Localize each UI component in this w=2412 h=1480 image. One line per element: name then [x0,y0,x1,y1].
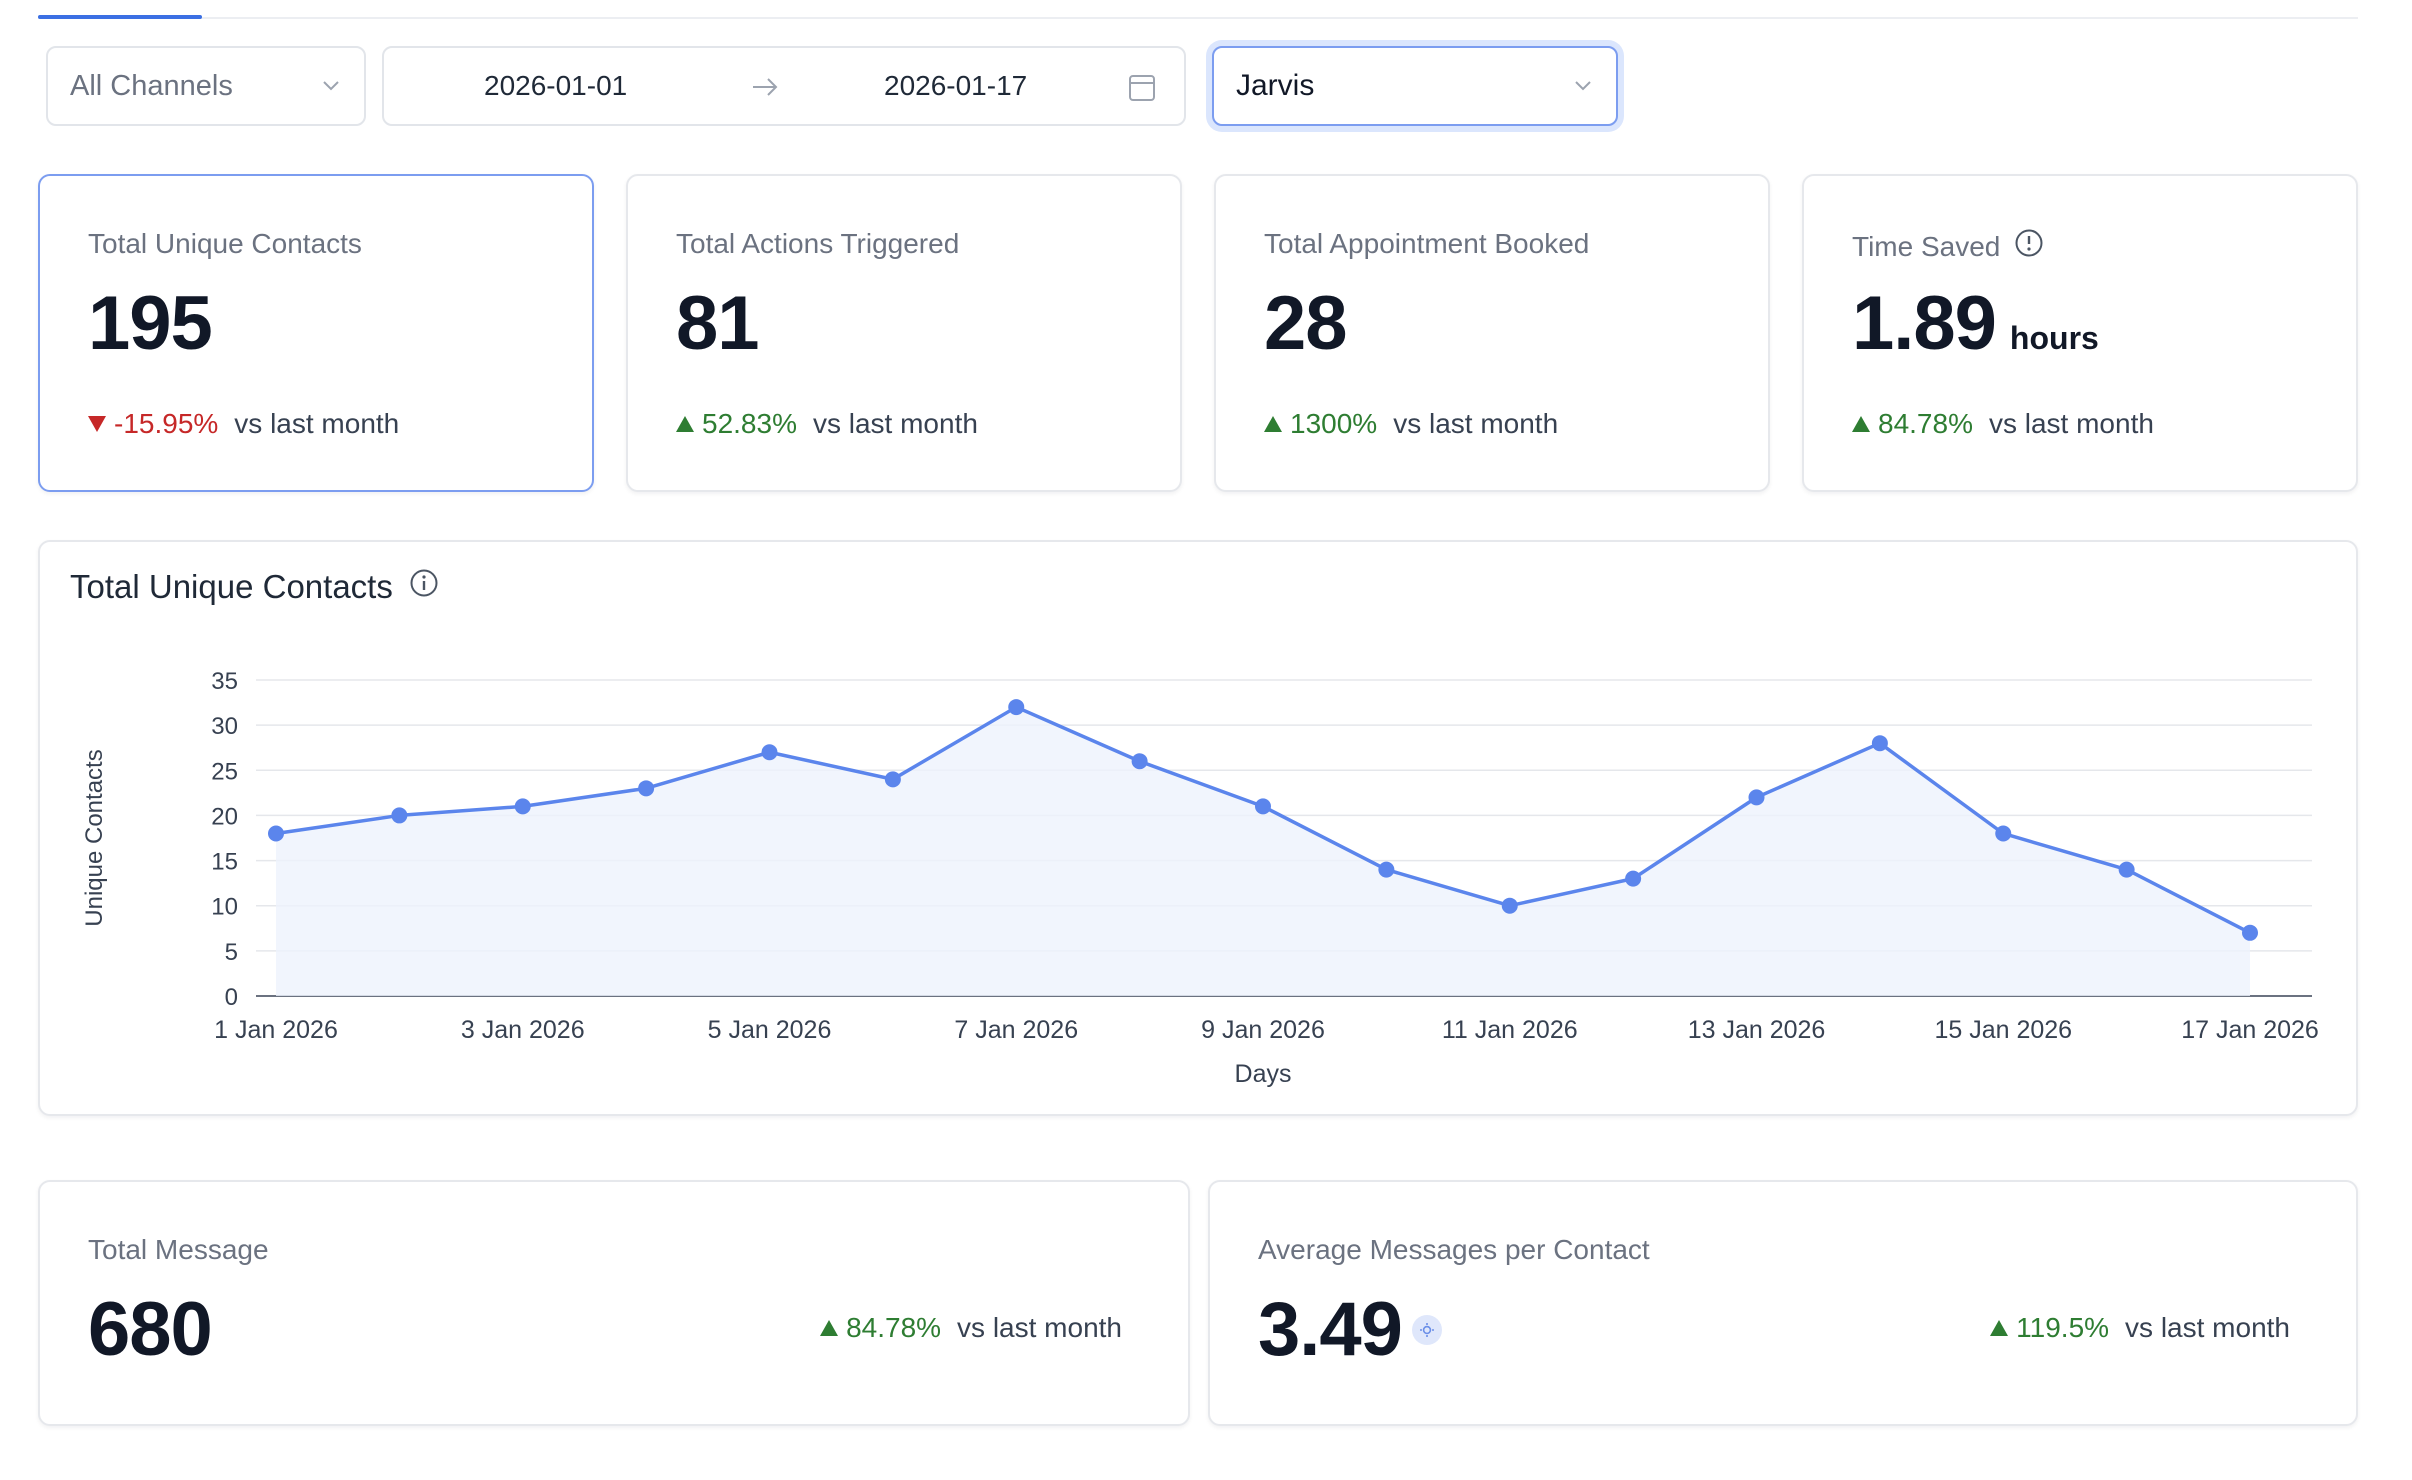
data-point [1748,789,1765,806]
kpi-label: Total Actions Triggered [676,228,960,259]
x-tick-label: 9 Jan 2026 [1201,1016,1325,1044]
kpi-value: 195 [88,281,213,366]
kpi-trend: 52.83% vs last month [676,408,978,440]
chart-title: Total Unique Contacts [70,568,439,606]
alert-circle-icon[interactable] [2014,228,2044,265]
bottom-trend: 119.5% vs last month [1990,1312,2290,1344]
kpi-card-time-saved[interactable]: Time Saved 1.89 hours 84.78% vs last mont… [1802,174,2358,492]
x-tick-label: 1 Jan 2026 [214,1016,338,1044]
x-axis-title: Days [1235,1060,1292,1088]
x-tick-label: 7 Jan 2026 [954,1016,1078,1044]
data-point [1625,870,1642,887]
trend-comparison: vs last month [234,408,400,439]
y-tick-label: 15 [211,849,238,876]
x-tick-label: 11 Jan 2026 [1442,1016,1578,1044]
kpi-label: Total Unique Contacts [88,228,362,259]
kpi-trend: 1300% vs last month [1264,408,1558,440]
trend-up-icon [820,1320,839,1336]
bottom-value: 3.49 [1258,1286,1442,1373]
agent-select-value: Jarvis [1236,69,1315,102]
chevron-down-icon [1574,76,1592,94]
y-axis-title: Unique Contacts [81,749,108,926]
data-point [1008,699,1025,716]
y-tick-label: 5 [225,939,238,966]
data-point [1995,825,2012,842]
tab-underline [38,15,2358,19]
avg-messages-card[interactable]: Average Messages per Contact 3.49 119.5%… [1208,1180,2358,1426]
data-point [2118,861,2135,878]
data-point [2242,924,2258,941]
trend-change: -15.95% [114,408,219,439]
data-point [1871,735,1888,752]
calendar-icon[interactable] [1128,72,1156,102]
channel-select[interactable]: All Channels [46,46,366,126]
y-tick-label: 10 [211,894,238,921]
x-tick-label: 15 Jan 2026 [1934,1016,2072,1044]
kpi-label: Time Saved [1852,228,2044,265]
trend-change: 84.78% [1878,408,1973,439]
x-tick-label: 3 Jan 2026 [461,1016,585,1044]
data-point [391,807,408,824]
x-tick-label: 5 Jan 2026 [708,1016,832,1044]
trend-up-icon [676,416,694,432]
unique-contacts-chart-card: 0 5 10 15 20 25 30 35 1 Jan 2026 3 Jan 2026 5 Jan … [38,540,2358,1116]
data-point [1255,798,1271,815]
data-point [1131,753,1148,770]
sparkle-icon[interactable] [1411,1314,1442,1345]
trend-comparison: vs last month [957,1312,1122,1343]
kpi-value: 1.89 hours [1852,281,2099,366]
info-icon[interactable] [409,568,439,606]
active-tab-indicator [38,15,202,19]
kpi-unit: hours [2009,320,2099,356]
kpi-card-appointments-booked[interactable]: Total Appointment Booked 28 1300% vs las… [1214,174,1770,492]
chevron-down-icon [322,76,340,94]
trend-up-icon [1852,416,1870,432]
trend-change: 84.78% [846,1312,942,1343]
date-start-input[interactable]: 2026-01-01 [484,70,628,101]
bottom-label: Average Messages per Contact [1258,1234,1650,1265]
x-tick-label: 17 Jan 2026 [2181,1016,2319,1044]
data-point [638,780,655,797]
trend-up-icon [1990,1320,2009,1336]
trend-up-icon [1264,416,1282,432]
trend-change: 1300% [1290,408,1378,439]
kpi-value: 28 [1264,281,1348,366]
arrow-right-icon [750,72,780,102]
trend-comparison: vs last month [1988,408,2154,439]
kpi-value: 81 [676,281,760,366]
kpi-label: Total Appointment Booked [1264,228,1590,259]
data-point [1378,861,1395,878]
data-point [514,798,531,815]
y-tick-label: 20 [211,803,238,830]
data-point [268,825,284,842]
date-end-input[interactable]: 2026-01-17 [884,70,1028,101]
trend-comparison: vs last month [812,408,978,439]
trend-change: 119.5% [2016,1312,2110,1343]
trend-down-icon [88,416,106,432]
total-message-card[interactable]: Total Message 680 84.78% vs last month [38,1180,1190,1426]
agent-select[interactable]: Jarvis [1212,46,1618,126]
data-point [761,744,778,761]
trend-comparison: vs last month [2125,1312,2290,1343]
y-tick-label: 25 [211,758,238,785]
kpi-card-unique-contacts[interactable]: Total Unique Contacts 195 -15.95% vs las… [38,174,594,492]
date-range-picker[interactable]: 2026-01-01 2026-01-17 [382,46,1186,126]
series-area [276,707,2250,996]
trend-change: 52.83% [702,408,797,439]
bottom-value: 680 [88,1287,213,1372]
trend-comparison: vs last month [1393,408,1559,439]
y-tick-label: 35 [211,668,238,695]
data-point [1501,897,1518,914]
x-tick-label: 13 Jan 2026 [1688,1016,1826,1044]
kpi-trend: 84.78% vs last month [1852,408,2154,440]
bottom-label: Total Message [88,1234,269,1265]
y-tick-label: 30 [211,713,238,740]
channel-select-value: All Channels [70,69,233,102]
kpi-trend: -15.95% vs last month [88,408,399,440]
data-point [884,771,901,788]
unique-contacts-chart: 0 5 10 15 20 25 30 35 1 Jan 2026 3 Jan 2026 5 Jan … [81,668,2319,1088]
bottom-trend: 84.78% vs last month [820,1312,1122,1344]
kpi-card-actions-triggered[interactable]: Total Actions Triggered 81 52.83% vs las… [626,174,1182,492]
y-tick-label: 0 [225,984,238,1011]
